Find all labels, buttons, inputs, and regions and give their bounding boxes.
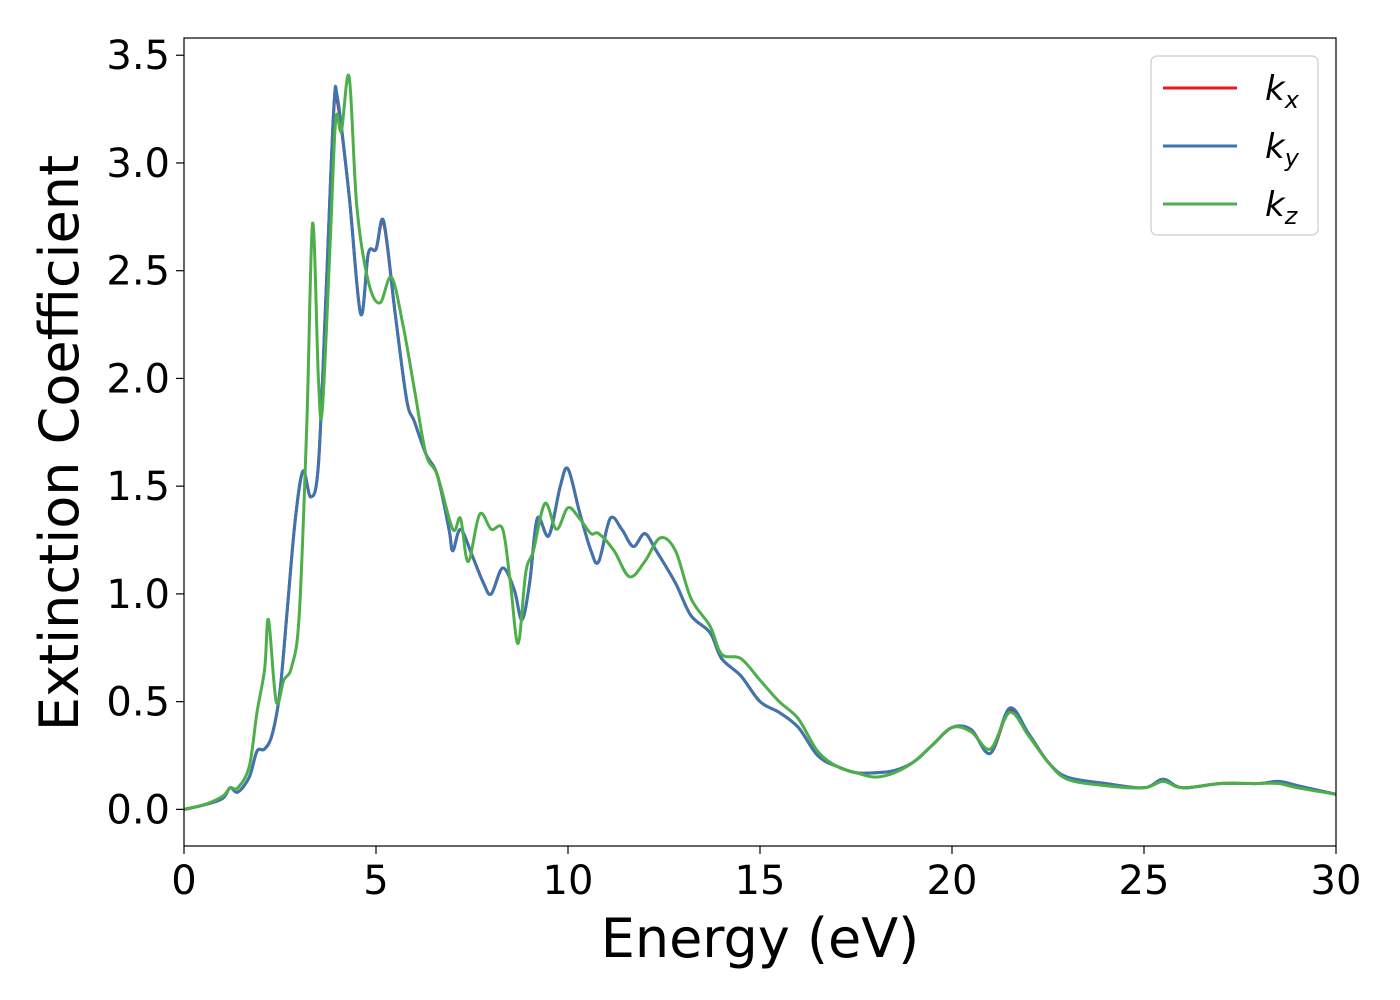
series-line-z [184, 73, 1336, 811]
y-tick-label: 2.0 [106, 356, 170, 402]
y-axis: 0.0 0.5 1.0 1.5 2.0 2.5 3.0 3.5 [106, 33, 184, 833]
legend-label-z: kz [1265, 185, 1299, 230]
legend: kx ky kz [1150, 55, 1319, 236]
x-tick-label: 5 [363, 858, 388, 904]
y-tick-label: 3.0 [106, 141, 170, 187]
x-tick-label: 20 [927, 858, 978, 904]
x-axis-title: Energy (eV) [601, 907, 920, 970]
y-tick-label: 3.5 [106, 33, 170, 79]
y-tick-label: 0.5 [106, 680, 170, 726]
y-tick-label: 1.0 [106, 572, 170, 618]
legend-label-y: ky [1265, 127, 1300, 172]
x-tick-label: 30 [1311, 858, 1362, 904]
legend-label-x: kx [1265, 69, 1300, 114]
x-axis: 0 5 10 15 20 25 30 [171, 846, 1361, 904]
y-axis-title: Extinction Coefficient [28, 155, 91, 731]
x-tick-label: 10 [543, 858, 594, 904]
y-tick-label: 1.5 [106, 464, 170, 510]
x-tick-label: 0 [171, 858, 196, 904]
x-tick-label: 25 [1119, 858, 1170, 904]
y-tick-label: 2.5 [106, 249, 170, 295]
x-tick-label: 15 [735, 858, 786, 904]
y-tick-label: 0.0 [106, 787, 170, 833]
